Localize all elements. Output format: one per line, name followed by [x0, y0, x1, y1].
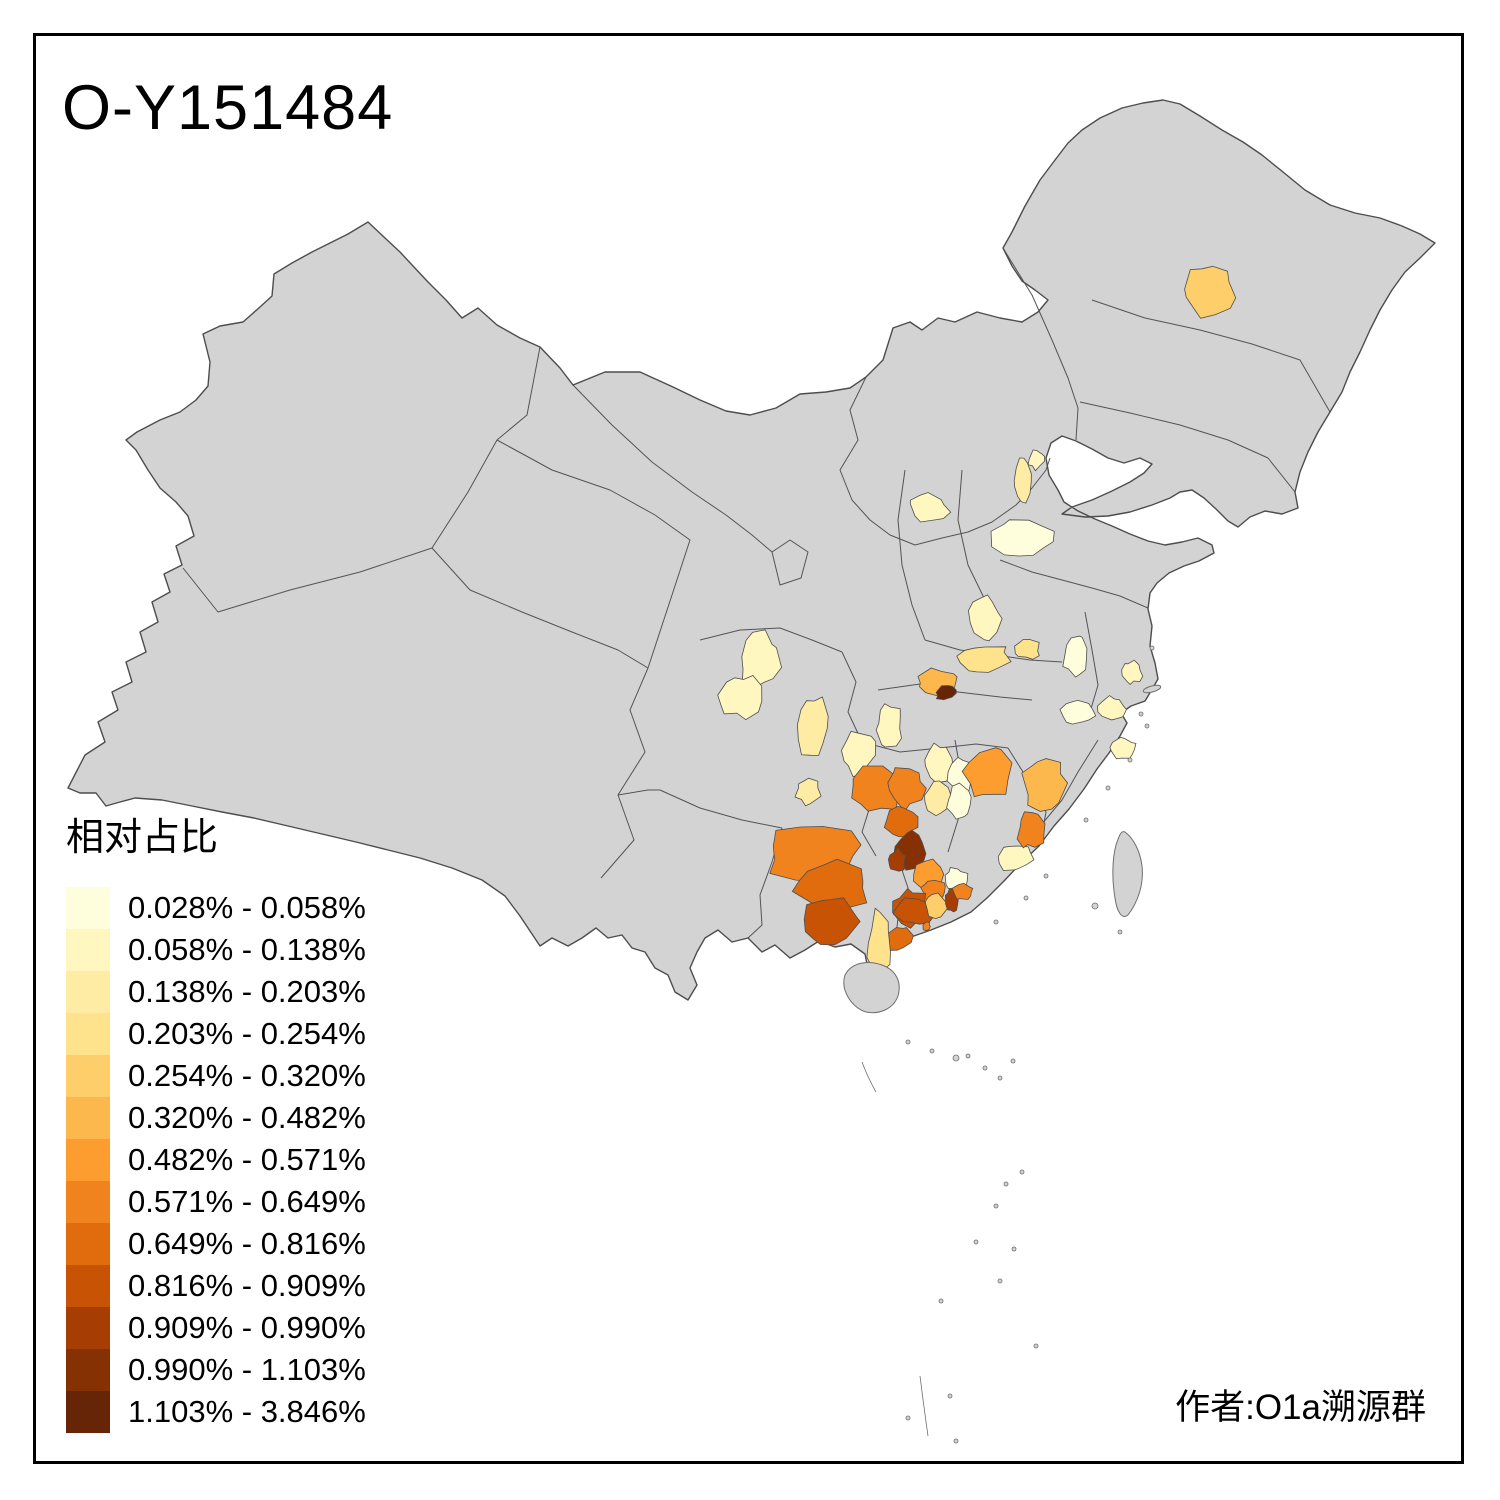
prefecture-r45 — [924, 892, 950, 920]
legend-row: 0.909% - 0.990% — [66, 1307, 366, 1349]
legend-label: 0.028% - 0.058% — [128, 890, 366, 925]
legend-label: 1.103% - 3.846% — [128, 1394, 366, 1429]
prefecture-r48 — [922, 921, 931, 932]
prefecture-r7 — [1014, 638, 1040, 660]
legend-swatch-3 — [66, 971, 110, 1013]
legend-swatch-12 — [66, 1349, 110, 1391]
prefecture-r28 — [1021, 758, 1069, 812]
prefecture-r4 — [909, 492, 952, 523]
legend-label: 0.571% - 0.649% — [128, 1184, 366, 1219]
legend-swatch-10 — [66, 1265, 110, 1307]
legend-label: 0.138% - 0.203% — [128, 974, 366, 1009]
legend-swatch-4 — [66, 1013, 110, 1055]
prefecture-r14 — [1121, 659, 1144, 685]
legend-swatch-1 — [66, 887, 110, 929]
taiwan-island — [1112, 831, 1143, 917]
prefecture-r47 — [951, 882, 974, 900]
prefecture-r20 — [796, 696, 829, 756]
legend-label: 0.990% - 1.103% — [128, 1352, 366, 1387]
legend-swatch-11 — [66, 1307, 110, 1349]
legend-row: 0.320% - 0.482% — [66, 1097, 366, 1139]
legend-row: 0.571% - 0.649% — [66, 1181, 366, 1223]
prefecture-r10 — [935, 685, 957, 701]
hainan-island — [843, 962, 900, 1014]
prefecture-r21 — [794, 777, 822, 807]
legend-row: 0.990% - 1.103% — [66, 1349, 366, 1391]
legend-title: 相对占比 — [66, 817, 219, 859]
prefecture-r16 — [1096, 695, 1127, 721]
legend-row: 0.482% - 0.571% — [66, 1139, 366, 1181]
prefecture-r23 — [924, 742, 954, 784]
legend-row: 0.138% - 0.203% — [66, 971, 366, 1013]
legend-label: 0.909% - 0.990% — [128, 1310, 366, 1345]
prefecture-r8 — [956, 646, 1012, 673]
legend-swatch-5 — [66, 1055, 110, 1097]
legend-rows: 0.028% - 0.058% 0.058% - 0.138% 0.138% - 0… — [66, 887, 366, 1433]
prefecture-r34 — [887, 847, 906, 872]
prefecture-r30 — [946, 782, 972, 820]
prefecture-r31 — [887, 767, 927, 812]
legend-label: 0.482% - 0.571% — [128, 1142, 366, 1177]
legend: 相对占比 0.028% - 0.058% 0.058% - 0.138% 0.138… — [66, 806, 366, 1433]
legend-label: 0.649% - 0.816% — [128, 1226, 366, 1261]
prefecture-r25 — [924, 780, 954, 817]
prefecture-r19 — [717, 675, 763, 721]
legend-row: 0.816% - 0.909% — [66, 1265, 366, 1307]
prefecture-r13 — [1062, 635, 1088, 678]
legend-row: 0.649% - 0.816% — [66, 1223, 366, 1265]
legend-row: 0.203% - 0.254% — [66, 1013, 366, 1055]
colored-prefectures — [717, 265, 1237, 982]
prefecture-r27 — [997, 845, 1035, 871]
page-title: O-Y151484 — [62, 73, 394, 143]
chongming-island — [1142, 684, 1162, 694]
islands — [843, 684, 1162, 1014]
legend-swatch-8 — [66, 1181, 110, 1223]
legend-label: 0.320% - 0.482% — [128, 1100, 366, 1135]
prefecture-r5 — [990, 519, 1055, 557]
legend-label: 0.203% - 0.254% — [128, 1016, 366, 1051]
legend-swatch-2 — [66, 929, 110, 971]
legend-label: 0.058% - 0.138% — [128, 932, 366, 967]
south-china-sea-islands — [861, 645, 1155, 1444]
prefecture-r26 — [961, 747, 1013, 798]
prefecture-r11 — [875, 703, 902, 748]
legend-swatch-9 — [66, 1223, 110, 1265]
legend-row: 1.103% - 3.846% — [66, 1391, 366, 1433]
legend-row: 0.028% - 0.058% — [66, 887, 366, 929]
prefecture-r18 — [741, 629, 783, 688]
legend-row: 0.058% - 0.138% — [66, 929, 366, 971]
prefecture-r6 — [967, 594, 1003, 642]
prefecture-r3 — [1013, 457, 1032, 504]
legend-row: 0.254% - 0.320% — [66, 1055, 366, 1097]
attribution-text: 作者:O1a溯源群 — [1175, 1388, 1426, 1427]
legend-swatch-13 — [66, 1391, 110, 1433]
prefecture-r2 — [1027, 449, 1046, 472]
legend-label: 0.254% - 0.320% — [128, 1058, 366, 1093]
prefecture-r29 — [1016, 811, 1046, 849]
plot-frame — [33, 33, 1464, 1464]
legend-swatch-6 — [66, 1097, 110, 1139]
china-mainland — [67, 99, 1436, 1009]
legend-swatch-7 — [66, 1139, 110, 1181]
prefecture-r15 — [1059, 700, 1097, 725]
prefecture-r42 — [803, 897, 861, 946]
legend-label: 0.816% - 0.909% — [128, 1268, 366, 1303]
prefecture-r1 — [1184, 265, 1237, 319]
